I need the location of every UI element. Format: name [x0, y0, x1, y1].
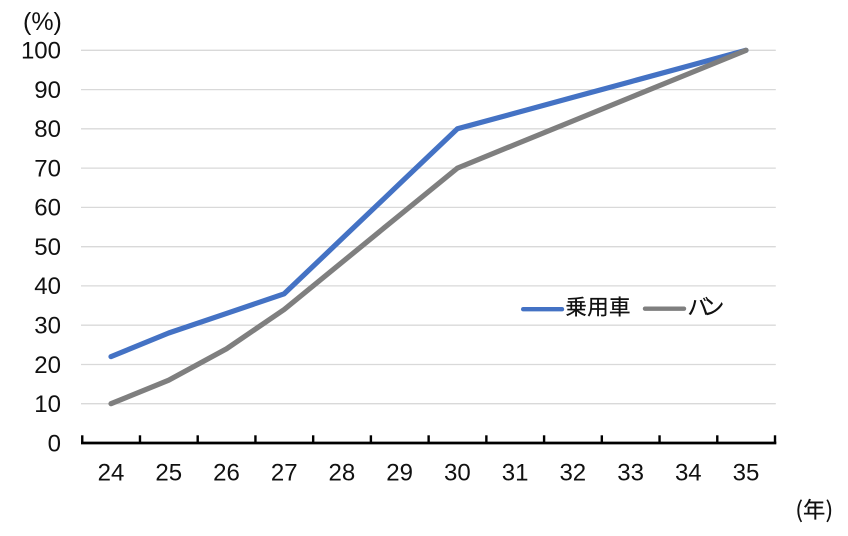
svg-text:30: 30: [444, 460, 471, 487]
svg-text:27: 27: [271, 460, 298, 487]
svg-text:28: 28: [329, 460, 356, 487]
svg-text:10: 10: [34, 391, 61, 418]
svg-text:100: 100: [21, 38, 61, 65]
svg-text:(%): (%): [23, 8, 62, 36]
svg-text:31: 31: [502, 460, 529, 487]
svg-text:80: 80: [34, 116, 61, 143]
svg-text:34: 34: [675, 460, 702, 487]
svg-text:50: 50: [34, 234, 61, 261]
svg-text:0: 0: [48, 430, 61, 457]
svg-text:90: 90: [34, 77, 61, 104]
svg-text:32: 32: [559, 460, 586, 487]
svg-text:20: 20: [34, 352, 61, 379]
svg-text:26: 26: [213, 460, 240, 487]
svg-text:25: 25: [155, 460, 182, 487]
svg-text:33: 33: [617, 460, 644, 487]
svg-text:70: 70: [34, 155, 61, 182]
svg-text:30: 30: [34, 313, 61, 340]
svg-text:40: 40: [34, 273, 61, 300]
svg-text:24: 24: [98, 460, 125, 487]
svg-text:29: 29: [386, 460, 413, 487]
svg-text:60: 60: [34, 195, 61, 222]
svg-text:35: 35: [733, 460, 760, 487]
